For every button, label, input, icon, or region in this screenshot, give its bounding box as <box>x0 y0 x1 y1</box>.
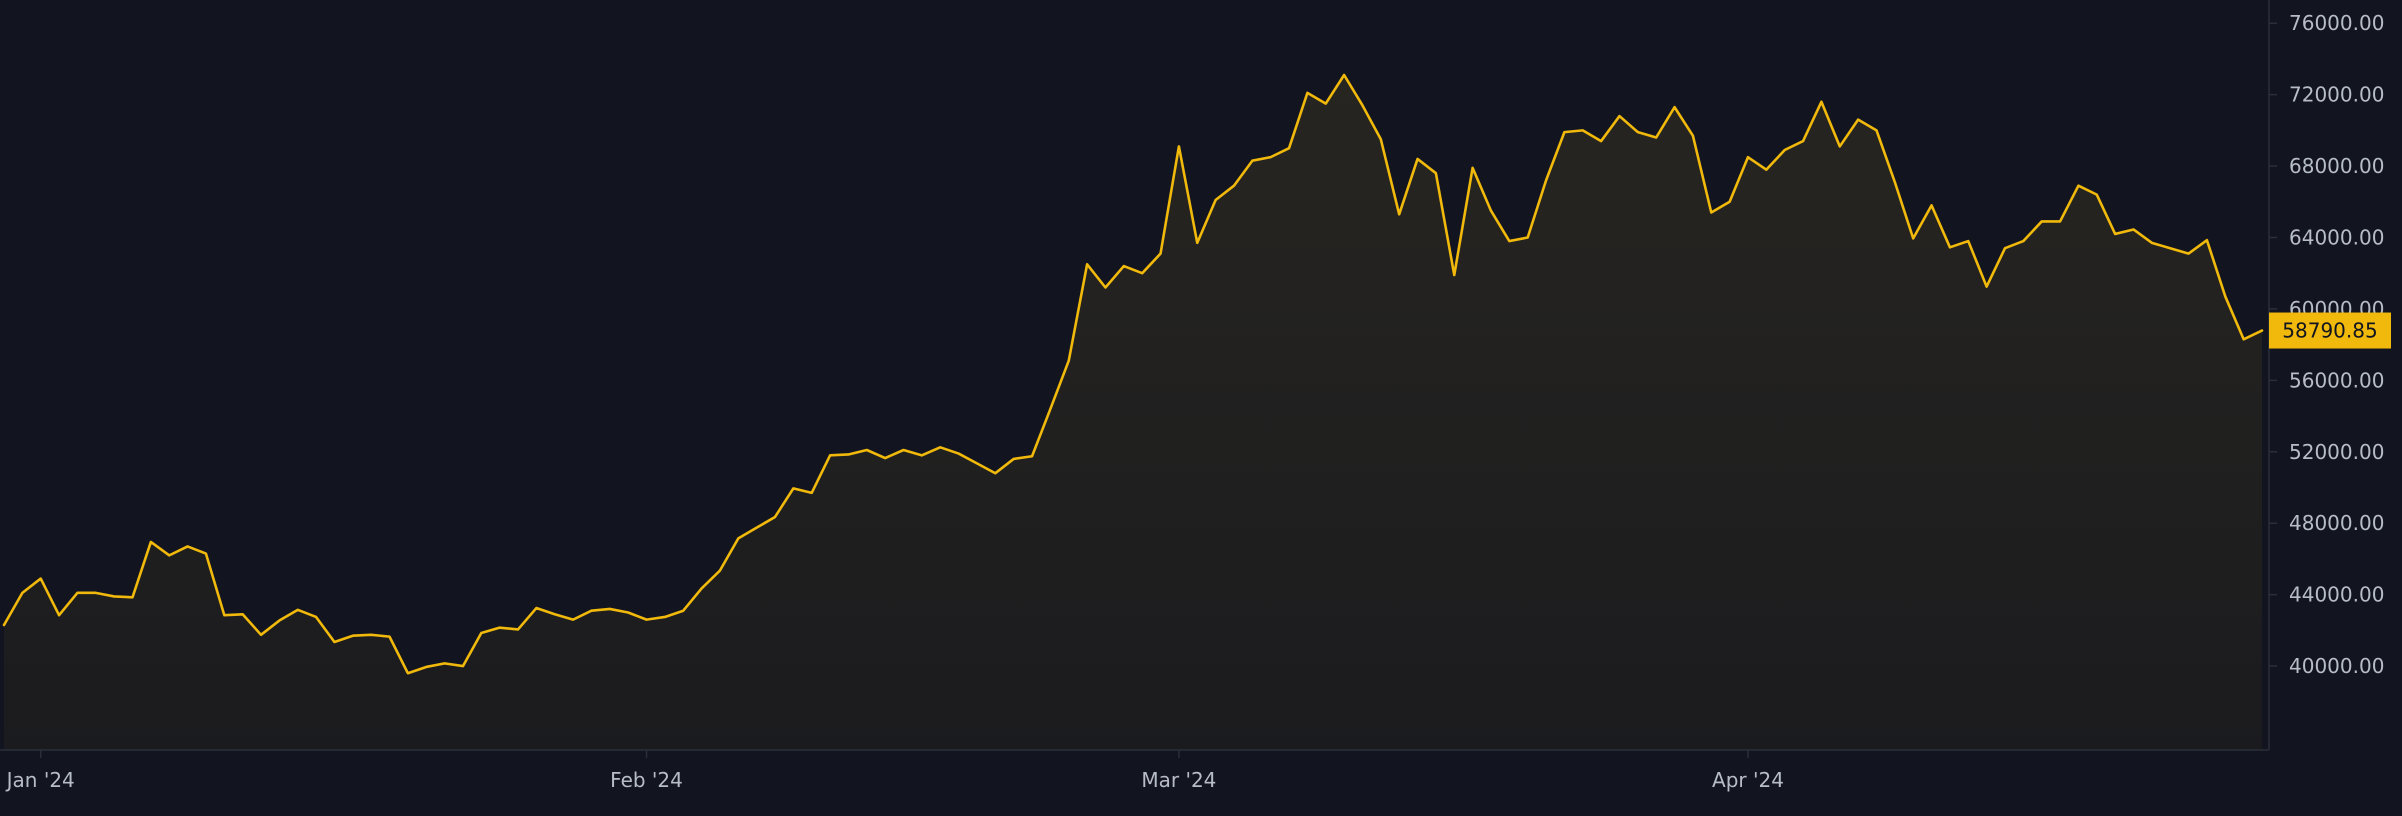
x-tick-label: Jan '24 <box>5 768 75 792</box>
price-series-line[interactable] <box>2 73 2264 675</box>
y-tick-label: 68000.00 <box>2289 154 2384 178</box>
axes-layer <box>0 0 2270 751</box>
area-fill-layer <box>4 75 2262 750</box>
price-line-layer <box>2 73 2264 675</box>
x-tick-label: Feb '24 <box>610 768 683 792</box>
y-tick-label: 44000.00 <box>2289 583 2384 607</box>
last-price-badge <box>2269 312 2391 349</box>
last-price-label: 58790.85 <box>2282 319 2377 343</box>
y-tick-label: 48000.00 <box>2289 511 2384 535</box>
y-tick-label: 56000.00 <box>2289 368 2384 392</box>
y-tick-label: 52000.00 <box>2289 440 2384 464</box>
y-tick-label: 76000.00 <box>2289 11 2384 35</box>
x-tick-label: Mar '24 <box>1141 768 1216 792</box>
x-axis-ticks: Jan '24 Feb '24 Mar '24 Apr '24 <box>5 750 1784 792</box>
x-tick-label: Apr '24 <box>1712 768 1784 792</box>
last-price-tag: 58790.85 <box>2269 312 2391 349</box>
y-tick-label: 72000.00 <box>2289 83 2384 107</box>
y-tick-label: 64000.00 <box>2289 226 2384 250</box>
price-area-fill <box>4 75 2262 750</box>
y-tick-label: 40000.00 <box>2289 654 2384 678</box>
